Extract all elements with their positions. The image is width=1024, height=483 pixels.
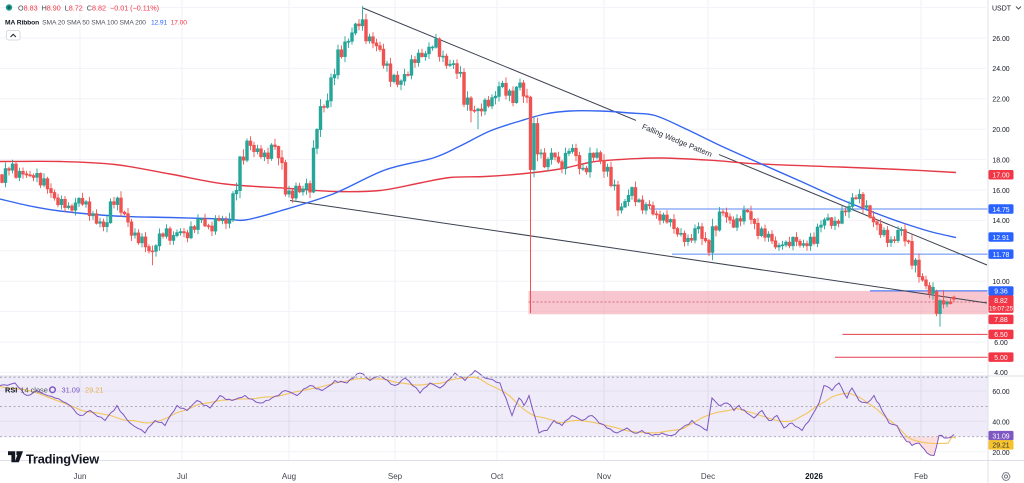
svg-text:12.91: 12.91 xyxy=(992,235,1009,242)
svg-text:8.82: 8.82 xyxy=(994,298,1008,305)
svg-text:18.00: 18.00 xyxy=(992,157,1009,164)
svg-text:22.00: 22.00 xyxy=(992,97,1009,104)
svg-text:26.00: 26.00 xyxy=(992,36,1009,43)
svg-text:USDT: USDT xyxy=(992,6,1012,13)
svg-text:31.09: 31.09 xyxy=(62,385,81,394)
svg-text:11.78: 11.78 xyxy=(993,252,1010,259)
svg-text:2026: 2026 xyxy=(805,472,823,481)
svg-text:14.75: 14.75 xyxy=(992,207,1009,214)
svg-text:5.00: 5.00 xyxy=(994,355,1008,362)
svg-text:20.00: 20.00 xyxy=(992,127,1009,134)
svg-text:Jul: Jul xyxy=(177,472,187,481)
svg-text:7.88: 7.88 xyxy=(994,317,1008,324)
svg-text:10.00: 10.00 xyxy=(992,279,1009,286)
svg-text:24.00: 24.00 xyxy=(992,66,1009,73)
svg-text:Aug: Aug xyxy=(282,472,296,481)
svg-text:17.00: 17.00 xyxy=(992,173,1009,180)
svg-text:Dec: Dec xyxy=(701,472,715,481)
svg-text:20.00: 20.00 xyxy=(992,450,1009,457)
svg-text:4.00: 4.00 xyxy=(994,370,1008,377)
svg-text:16.00: 16.00 xyxy=(992,188,1009,195)
svg-text:Feb: Feb xyxy=(914,472,928,481)
svg-text:Jun: Jun xyxy=(74,472,87,481)
svg-text:Nov: Nov xyxy=(597,472,611,481)
svg-text:6.00: 6.00 xyxy=(994,340,1008,347)
svg-text:29.21: 29.21 xyxy=(85,385,104,394)
svg-text:40.00: 40.00 xyxy=(992,419,1009,426)
svg-text:29.21: 29.21 xyxy=(992,443,1009,450)
svg-text:31.09: 31.09 xyxy=(992,433,1009,440)
svg-text:60.00: 60.00 xyxy=(992,389,1009,396)
svg-text:Oct: Oct xyxy=(491,472,504,481)
svg-text:9.36: 9.36 xyxy=(994,289,1008,296)
svg-text:19:07:25: 19:07:25 xyxy=(989,306,1014,313)
svg-text:14.00: 14.00 xyxy=(992,218,1009,225)
svg-text:TradingView: TradingView xyxy=(26,452,99,467)
svg-text:6.50: 6.50 xyxy=(994,332,1008,339)
svg-text:Sep: Sep xyxy=(388,472,403,481)
